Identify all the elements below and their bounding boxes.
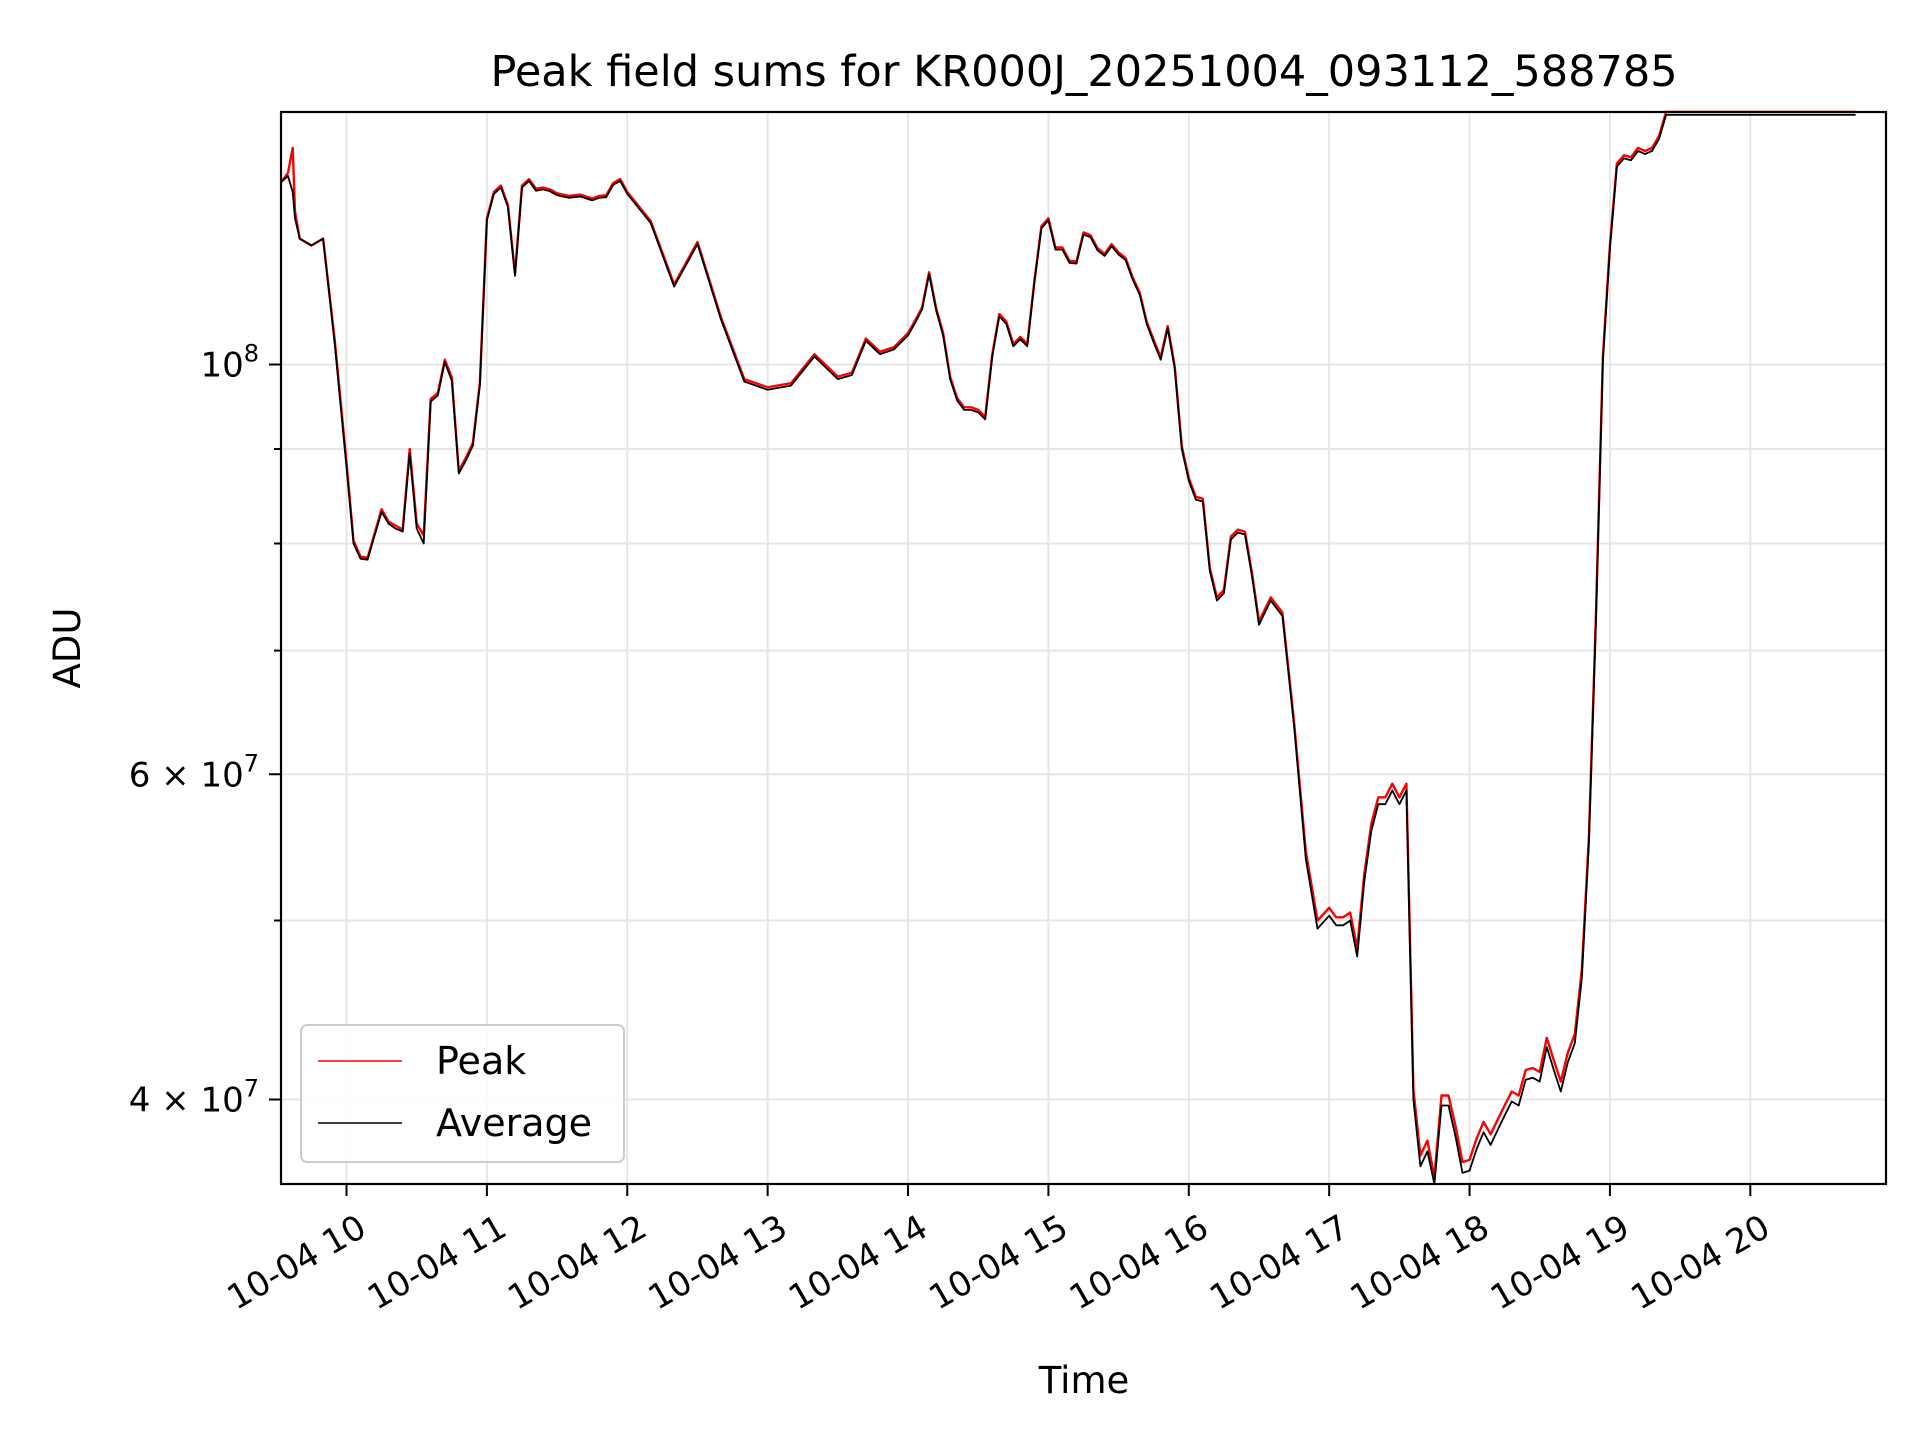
y-tick-label: 4 × 107 — [129, 1074, 259, 1120]
plot-background — [281, 112, 1886, 1184]
legend: Peak Average — [300, 1024, 625, 1163]
x-axis-label: Time — [1038, 1359, 1130, 1402]
y-tick-label: 6 × 107 — [129, 749, 259, 795]
legend-box — [300, 1024, 625, 1163]
axes-frame — [279, 110, 1888, 1186]
y-axis-label: ADU — [46, 608, 89, 689]
legend-average-label: Average — [436, 1101, 592, 1145]
series-layer — [280, 110, 1856, 1185]
y-tick-label: 108 — [200, 340, 259, 386]
series-line-average — [280, 114, 1856, 1185]
y-axis-ticks: 4 × 107 6 × 107 108 — [129, 340, 281, 1120]
grid — [281, 112, 1886, 1184]
chart-title: Peak field sums for KR000J_20251004_0931… — [490, 47, 1677, 97]
legend-peak-label: Peak — [436, 1039, 526, 1083]
